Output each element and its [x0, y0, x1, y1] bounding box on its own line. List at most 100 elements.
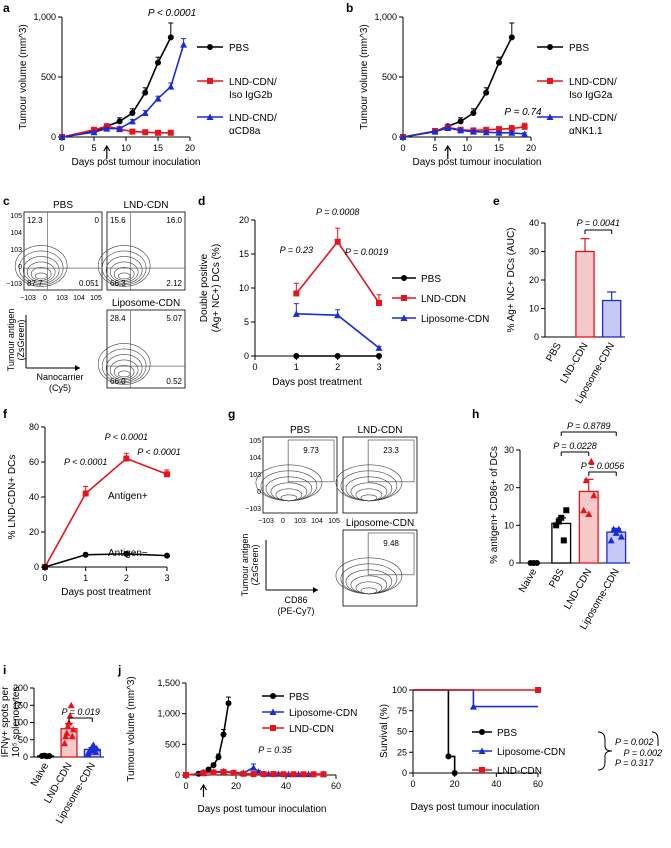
- quadrant-value: 0.051: [79, 279, 100, 288]
- x-tick-label: 5: [432, 143, 437, 153]
- data-point: [280, 771, 287, 778]
- dot-point: [607, 536, 615, 544]
- legend-label: Iso IgG2a: [569, 90, 613, 101]
- panel-letter-d: d: [198, 194, 205, 208]
- legend-marker: [478, 747, 486, 754]
- dot-point: [582, 476, 590, 484]
- flow-tick: −103: [245, 506, 261, 513]
- series-line: [402, 126, 525, 138]
- flow-tick: 0: [281, 518, 285, 525]
- dot-point: [68, 732, 76, 740]
- data-point: [445, 753, 452, 760]
- data-point: [154, 95, 162, 102]
- data-point: [58, 133, 66, 140]
- p-value: P = 0.317: [615, 758, 654, 768]
- data-point: [225, 700, 232, 707]
- flow-tick: −103: [258, 518, 274, 525]
- data-point: [164, 552, 170, 559]
- data-point: [496, 126, 502, 133]
- y-tick-label: 0: [402, 768, 407, 778]
- data-point: [82, 490, 89, 497]
- legend-label: Liposome-CDN: [497, 747, 565, 758]
- data-point: [457, 118, 464, 125]
- data-point: [103, 125, 111, 132]
- panel-letter-g: g: [228, 407, 235, 421]
- arrowhead: [313, 587, 318, 593]
- y-axis-title: % Ag+ NC+ DCs (AUC): [506, 227, 517, 332]
- dot-point: [93, 744, 101, 752]
- data-point: [82, 551, 89, 558]
- legend-label: PBS: [289, 692, 309, 703]
- y-tick-label: 30: [504, 445, 514, 455]
- y-axis-title: 10⁵ splenocytes: [11, 687, 22, 758]
- dot-point: [612, 529, 620, 536]
- gate-value: 9.73: [303, 446, 319, 455]
- data-point: [508, 34, 515, 41]
- quadrant-value: 0: [95, 216, 100, 225]
- gate: [367, 439, 415, 483]
- y-tick-label: 50: [397, 727, 407, 737]
- dot-point: [63, 729, 71, 736]
- legend-label: Liposome-CDN: [421, 314, 489, 325]
- arrowhead: [75, 365, 80, 371]
- data-point: [180, 41, 188, 48]
- y-tick-label: 50: [18, 735, 28, 745]
- x-tick-label: 40: [491, 779, 501, 789]
- data-point: [270, 771, 277, 778]
- flow-title: PBS: [53, 200, 73, 211]
- y-tick-label: 1,500: [157, 678, 180, 688]
- p-value: P = 0.0019: [345, 247, 388, 257]
- series-line: [296, 313, 380, 349]
- y-tick-label: 0: [244, 351, 249, 361]
- dot-point: [590, 491, 598, 499]
- y-tick-label: 500: [41, 72, 56, 82]
- data-point: [508, 125, 515, 132]
- x-tick-label: 60: [533, 779, 543, 789]
- y-tick-label: 0: [34, 562, 39, 572]
- data-point: [334, 353, 341, 359]
- y-tick-label: 20: [29, 527, 39, 537]
- flow-tick: 104: [10, 230, 22, 237]
- data-point: [399, 133, 407, 140]
- panel-letter-c: c: [3, 194, 10, 208]
- flow-y-axis-title: (ZsGreen): [16, 319, 26, 360]
- data-point: [290, 771, 297, 778]
- y-tick-label: 1,000: [374, 12, 397, 22]
- panel-letter-h: h: [472, 407, 479, 421]
- legend-marker: [479, 729, 485, 735]
- y-tick-label: 0: [175, 770, 180, 780]
- dot-point: [67, 701, 75, 709]
- flow-y-axis-title: Tumour antigen: [240, 534, 250, 597]
- dot-point: [558, 514, 565, 521]
- contour: [97, 343, 151, 385]
- dot-point: [563, 507, 570, 514]
- x-tick-label: 5: [91, 143, 96, 153]
- p-value: P = 0.002: [624, 748, 662, 758]
- flow-x-axis-title: (Cy5): [49, 383, 71, 393]
- data-point: [496, 59, 502, 66]
- p-value: P = 0.019: [61, 707, 99, 717]
- legend-label: PBS: [229, 43, 249, 54]
- p-value: P < 0.0001: [105, 432, 148, 442]
- x-tick-label: 60: [331, 781, 341, 791]
- y-axis-title: % LND-CDN+ DCs: [7, 455, 18, 540]
- data-point: [155, 129, 161, 136]
- panel-letter-e: e: [493, 194, 500, 208]
- legend-marker: [270, 693, 276, 699]
- flow-title: Liposome-CDN: [346, 518, 414, 529]
- data-point: [230, 769, 237, 776]
- y-tick-label: 20: [504, 483, 514, 493]
- y-tick-label: 0: [509, 558, 514, 568]
- p-value: P = 0.0041: [577, 218, 620, 228]
- flow-tick: 105: [249, 438, 261, 445]
- y-tick-label: 5: [244, 317, 249, 327]
- data-point: [200, 770, 207, 777]
- data-point: [495, 129, 503, 136]
- panel-letter-f: f: [3, 407, 8, 421]
- legend-label: PBS: [569, 43, 589, 54]
- data-point: [215, 754, 222, 761]
- x-tick-label: 10: [462, 143, 472, 153]
- dot-point: [587, 457, 595, 465]
- x-tick-label: 0: [252, 362, 257, 372]
